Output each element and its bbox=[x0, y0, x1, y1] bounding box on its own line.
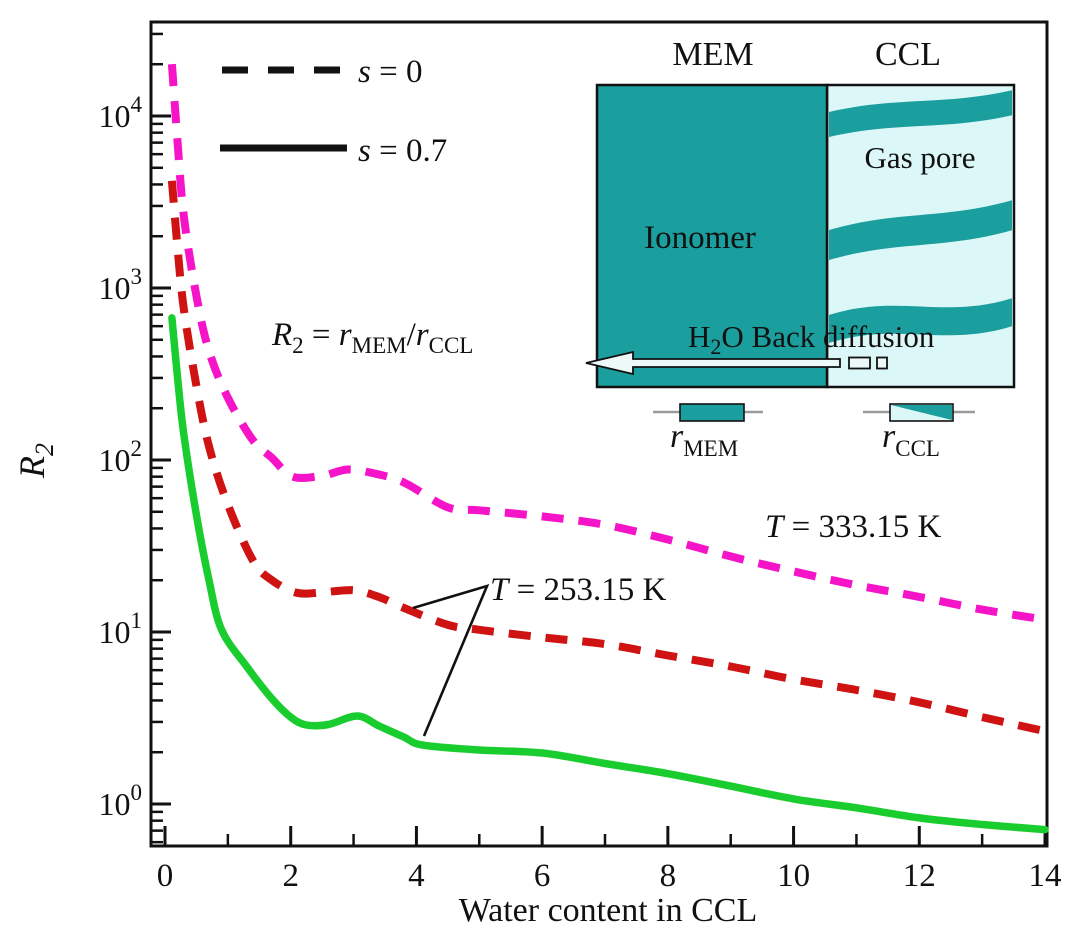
inset-mem-block bbox=[595, 83, 829, 389]
annotation-T-333: T = 333.15 K bbox=[765, 509, 941, 545]
inset-ccl-title: CCL bbox=[875, 36, 941, 73]
x-axis-ticks bbox=[163, 826, 1047, 846]
x-tick-label: 8 bbox=[660, 858, 677, 894]
x-tick-label: 12 bbox=[903, 858, 936, 894]
y-tick-label: 101 bbox=[99, 608, 143, 650]
y-axis-ticks bbox=[151, 32, 171, 844]
x-tick-label: 14 bbox=[1029, 858, 1062, 894]
legend-label-s0: s = 0 bbox=[358, 54, 422, 90]
y-tick-labels: 100 101 102 103 104 bbox=[99, 92, 143, 822]
inset-back-diffusion-label: H2O Back diffusion bbox=[688, 319, 935, 359]
x-axis-title: Water content in CCL bbox=[459, 892, 757, 929]
y-tick-label: 104 bbox=[99, 92, 143, 134]
series-curve-0 bbox=[167, 63, 1046, 624]
inset-gas-pore-bands bbox=[829, 90, 1012, 343]
r-mem-resistor-box bbox=[679, 403, 745, 422]
r-ccl-partial-fill bbox=[891, 405, 952, 420]
gas-pore-band bbox=[829, 200, 1012, 260]
gas-pore-band bbox=[829, 298, 1012, 343]
x-tick-label: 0 bbox=[157, 858, 174, 894]
series-curve-1 bbox=[167, 180, 1046, 736]
x-tick-label: 4 bbox=[408, 858, 425, 894]
y-tick-label: 102 bbox=[99, 436, 143, 478]
x-tick-label: 6 bbox=[534, 858, 551, 894]
series-curve-2 bbox=[168, 314, 1049, 834]
plot-frame bbox=[149, 20, 1049, 848]
y-axis-title: R2 bbox=[12, 443, 59, 479]
annotation-leader-lines bbox=[412, 583, 490, 737]
r-mem-label: rMEM bbox=[670, 418, 738, 461]
legend-label-s07: s = 0.7 bbox=[358, 133, 447, 169]
annotation-T-253: T = 253.15 K bbox=[490, 572, 666, 608]
gas-pore-band bbox=[829, 90, 1012, 137]
x-tick-label: 10 bbox=[777, 858, 810, 894]
y-tick-label: 103 bbox=[99, 264, 143, 306]
inset-mem-title: MEM bbox=[672, 36, 753, 73]
legend: s = 0 s = 0.7 bbox=[220, 54, 447, 169]
r-ccl-label: rCCL bbox=[882, 418, 940, 461]
x-tick-label: 2 bbox=[282, 858, 299, 894]
arrow-tail-dash-1 bbox=[848, 356, 871, 370]
inset-schematic: MEM CCL Ionomer Gas pore H2O Back diffus… bbox=[585, 36, 1016, 461]
back-diffusion-arrow bbox=[585, 350, 841, 376]
y-tick-label: 100 bbox=[99, 780, 143, 822]
inset-gas-pore-label: Gas pore bbox=[864, 140, 975, 175]
x-tick-labels: 0 2 4 6 8 10 12 14 bbox=[157, 858, 1062, 894]
arrow-tail-dash-2 bbox=[876, 356, 888, 370]
inset-ionomer-label: Ionomer bbox=[644, 220, 756, 256]
data-curves bbox=[167, 63, 1049, 834]
ratio-formula: R2 = rMEM/rCCL bbox=[271, 317, 473, 358]
